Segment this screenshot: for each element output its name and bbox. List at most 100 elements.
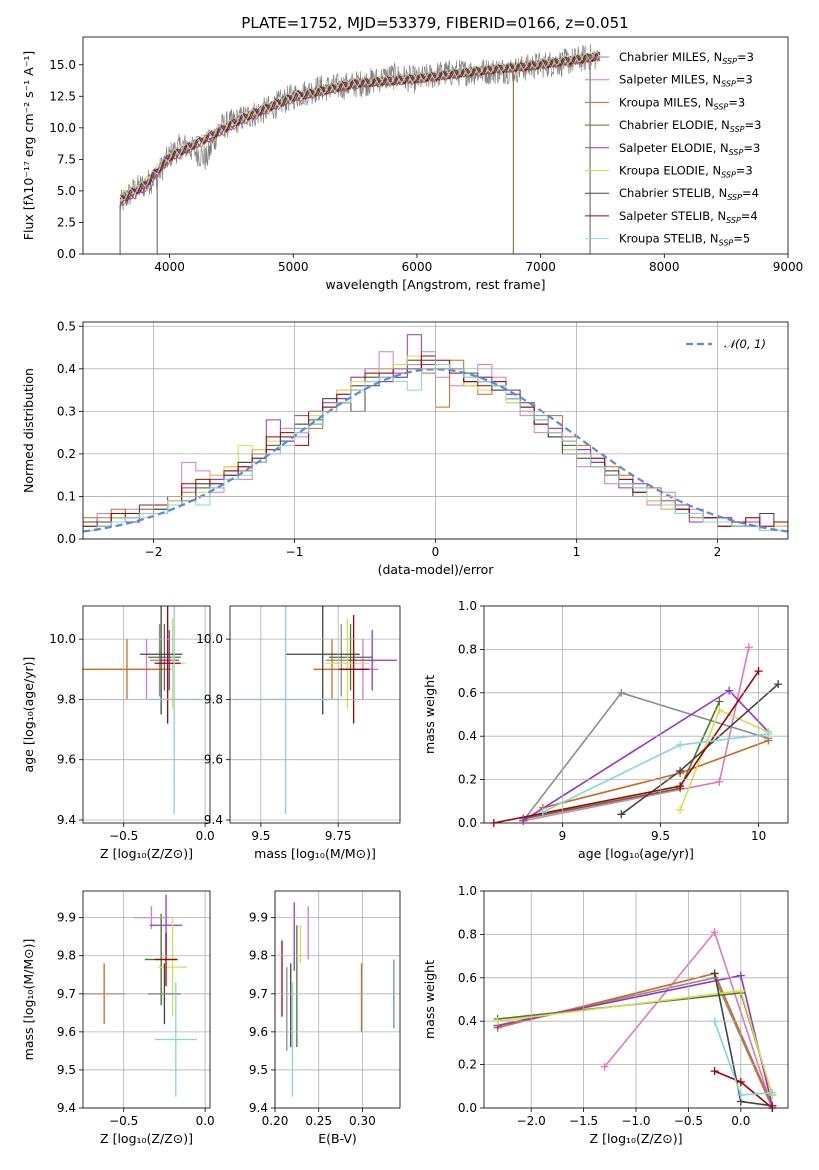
y-tick-label: 9.6 bbox=[57, 1025, 76, 1039]
y-tick-label: 5.0 bbox=[57, 184, 76, 198]
x-tick-label: 0.30 bbox=[349, 1114, 376, 1128]
x-tick-label: 0.0 bbox=[731, 1114, 750, 1128]
x-tick-label: 1 bbox=[573, 545, 581, 559]
y-tick-label: 0.4 bbox=[458, 729, 477, 743]
plot-area bbox=[83, 606, 201, 814]
x-tick-label: 10 bbox=[751, 829, 766, 843]
marker-plus bbox=[715, 777, 724, 786]
model-spectrum-line bbox=[119, 51, 601, 200]
model-spectrum-line bbox=[119, 53, 601, 207]
y-tick-label: 0.4 bbox=[57, 362, 76, 376]
chart-mass-weight-vs-age: 9 9.5 10 0.0 0.2 0.4 0.6 0.8 1.0 age [log₁₀(age/y… bbox=[422, 599, 789, 861]
marker-plus bbox=[725, 686, 734, 695]
marker-plus bbox=[489, 819, 498, 827]
x-axis-label: Z [log₁₀(Z/Z⊙)] bbox=[100, 846, 193, 861]
legend-entry: 𝒩(0, 1) bbox=[724, 337, 766, 351]
marker-plus bbox=[715, 706, 724, 715]
marker-plus bbox=[710, 969, 719, 978]
y-tick-label: 0.2 bbox=[57, 447, 76, 461]
x-tick-label: 4000 bbox=[154, 260, 185, 274]
x-tick-label: −2.0 bbox=[517, 1114, 546, 1128]
marker-plus bbox=[715, 697, 724, 706]
chart-age-vs-mass: 9.5 9.75 9.4 9.6 9.8 10.0 mass [log₁₀(M/M⊙)] bbox=[196, 605, 401, 861]
plot-area bbox=[83, 894, 197, 1097]
marker-plus bbox=[710, 928, 719, 937]
marker-plus bbox=[768, 1088, 777, 1097]
x-tick-label: −0.5 bbox=[674, 1114, 703, 1128]
marker-plus bbox=[710, 1017, 719, 1026]
plot-area bbox=[119, 44, 601, 254]
y-axis-label: mass weight bbox=[422, 675, 437, 754]
y-tick-label: 0.0 bbox=[57, 247, 76, 261]
y-tick-label: 9.8 bbox=[57, 692, 76, 706]
model-spectrum-line bbox=[119, 50, 601, 201]
y-tick-label: 12.5 bbox=[49, 89, 76, 103]
y-axis-label: age [log₁₀(age/yr)] bbox=[21, 657, 36, 773]
x-tick-label: −2 bbox=[145, 545, 163, 559]
legend-entry: Salpeter ELODIE, NSSP=3 bbox=[619, 141, 760, 157]
figure-title: PLATE=1752, MJD=53379, FIBERID=0166, z=0… bbox=[241, 14, 628, 32]
y-tick-label: 0.3 bbox=[57, 404, 76, 418]
x-tick-label: 6000 bbox=[402, 260, 433, 274]
x-axis-label: Z [log₁₀(Z/Z⊙)] bbox=[590, 1131, 683, 1146]
y-tick-label: 7.5 bbox=[57, 152, 76, 166]
y-tick-label: 0.6 bbox=[458, 971, 477, 985]
x-axis-label: Z [log₁₀(Z/Z⊙)] bbox=[100, 1131, 193, 1146]
x-tick-label: 9.75 bbox=[325, 829, 352, 843]
marker-plus bbox=[710, 1067, 719, 1076]
y-tick-label: 9.6 bbox=[204, 753, 223, 767]
legend-entry: Salpeter MILES, NSSP=3 bbox=[619, 73, 753, 89]
x-axis-label: mass [log₁₀(M/M⊙)] bbox=[254, 846, 376, 861]
x-tick-label: 5000 bbox=[278, 260, 309, 274]
legend-entry: Chabrier ELODIE, NSSP=3 bbox=[619, 118, 761, 134]
x-tick-label: 9.5 bbox=[251, 829, 270, 843]
y-tick-label: 9.5 bbox=[57, 1063, 76, 1077]
y-tick-label: 9.4 bbox=[249, 1101, 268, 1115]
model-spectrum-line bbox=[119, 52, 601, 207]
y-tick-label: 10.0 bbox=[49, 632, 76, 646]
marker-plus bbox=[774, 680, 783, 689]
y-tick-label: 1.0 bbox=[458, 599, 477, 613]
marker-plus bbox=[676, 766, 685, 775]
chart-mass-weight-vs-metallicity: −2.0 −1.5 −1.0 −0.5 0.0 0.0 0.2 0.4 0.6 0.8 1.0 Z [… bbox=[422, 884, 789, 1146]
axes-frame bbox=[483, 605, 789, 824]
model-spectrum-line bbox=[119, 51, 601, 202]
x-tick-label: −0.5 bbox=[109, 829, 138, 843]
axes-frame bbox=[483, 890, 789, 1109]
x-tick-label: 0 bbox=[432, 545, 440, 559]
observed-spectrum bbox=[119, 44, 597, 211]
y-tick-label: 9.6 bbox=[249, 1025, 268, 1039]
marker-plus bbox=[617, 688, 626, 697]
y-tick-label: 9.9 bbox=[57, 911, 76, 925]
model-spectrum-line bbox=[119, 51, 601, 202]
chart-spectrum: 4000 5000 6000 7000 8000 9000 0.0 2.5 5.0 7.5 10.0… bbox=[21, 36, 803, 292]
axes-frame bbox=[82, 605, 211, 824]
y-tick-label: 9.5 bbox=[249, 1063, 268, 1077]
y-tick-label: 0.6 bbox=[458, 686, 477, 700]
axes-frame bbox=[82, 890, 211, 1109]
legend-entry: Salpeter STELIB, NSSP=4 bbox=[619, 209, 758, 225]
x-tick-label: 0.0 bbox=[196, 1114, 215, 1128]
x-tick-label: 0.20 bbox=[262, 1114, 289, 1128]
axes-frame bbox=[82, 321, 789, 540]
marker-plus bbox=[736, 971, 745, 980]
y-tick-label: 9.4 bbox=[57, 1101, 76, 1115]
chart-mass-vs-reddening: 0.20 0.25 0.30 9.4 9.5 9.6 9.7 9.8 9.9 E(B-V) bbox=[249, 890, 401, 1146]
x-tick-label: 0.0 bbox=[196, 829, 215, 843]
chart-mass-vs-metallicity: −0.5 0.0 9.4 9.5 9.6 9.7 9.8 9.9 Z [log₁₀(Z/Z⊙)]… bbox=[21, 890, 215, 1146]
marker-plus bbox=[676, 782, 685, 791]
y-tick-label: 9.8 bbox=[57, 949, 76, 963]
x-tick-label: −0.5 bbox=[109, 1114, 138, 1128]
y-axis-label: mass weight bbox=[422, 960, 437, 1039]
y-tick-label: 9.7 bbox=[57, 987, 76, 1001]
y-tick-label: 0.0 bbox=[458, 816, 477, 830]
y-tick-label: 10.0 bbox=[196, 632, 223, 646]
model-spectrum-line bbox=[119, 52, 601, 202]
marker-plus bbox=[519, 816, 528, 825]
x-tick-label: 7000 bbox=[525, 260, 556, 274]
model-spectrum-line bbox=[119, 51, 601, 201]
y-tick-label: 0.1 bbox=[57, 489, 76, 503]
x-axis-label: wavelength [Angstrom, rest frame] bbox=[325, 277, 545, 292]
y-tick-label: 9.9 bbox=[249, 911, 268, 925]
